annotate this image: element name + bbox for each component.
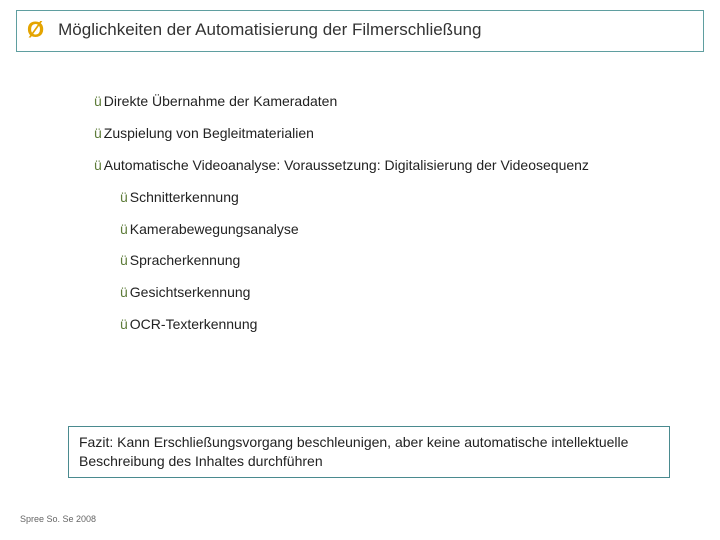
slide-title: Möglichkeiten der Automatisierung der Fi… <box>58 19 481 41</box>
list-item: ü Direkte Übernahme der Kameradaten <box>94 92 680 111</box>
bullet-text: Gesichtserkennung <box>130 283 251 302</box>
content-area: ü Direkte Übernahme der Kameradaten ü Zu… <box>94 92 680 347</box>
check-icon: ü <box>94 156 102 175</box>
list-item: ü Zuspielung von Begleitmaterialien <box>94 124 680 143</box>
list-item: ü Gesichtserkennung <box>120 283 680 302</box>
header-box: Ø Möglichkeiten der Automatisierung der … <box>16 10 704 52</box>
check-icon: ü <box>120 251 128 270</box>
list-item: ü Automatische Videoanalyse: Voraussetzu… <box>94 156 680 175</box>
check-icon: ü <box>120 315 128 334</box>
bullet-text: Schnitterkennung <box>130 188 239 207</box>
check-icon: ü <box>94 92 102 111</box>
check-icon: ü <box>120 283 128 302</box>
bullet-text: Automatische Videoanalyse: Voraussetzung… <box>104 156 589 175</box>
check-icon: ü <box>120 220 128 239</box>
bullet-text: Direkte Übernahme der Kameradaten <box>104 92 337 111</box>
conclusion-box: Fazit: Kann Erschließungsvorgang beschle… <box>68 426 670 478</box>
chevron-right-icon: Ø <box>27 19 44 41</box>
bullet-text: Zuspielung von Begleitmaterialien <box>104 124 314 143</box>
list-item: ü Schnitterkennung <box>120 188 680 207</box>
bullet-text: OCR-Texterkennung <box>130 315 258 334</box>
check-icon: ü <box>120 188 128 207</box>
bullet-text: Kamerabewegungsanalyse <box>130 220 299 239</box>
list-item: ü Spracherkennung <box>120 251 680 270</box>
conclusion-text: Fazit: Kann Erschließungsvorgang beschle… <box>79 434 628 469</box>
list-item: ü Kamerabewegungsanalyse <box>120 220 680 239</box>
footer-text: Spree So. Se 2008 <box>20 514 96 524</box>
list-item: ü OCR-Texterkennung <box>120 315 680 334</box>
bullet-text: Spracherkennung <box>130 251 241 270</box>
check-icon: ü <box>94 124 102 143</box>
